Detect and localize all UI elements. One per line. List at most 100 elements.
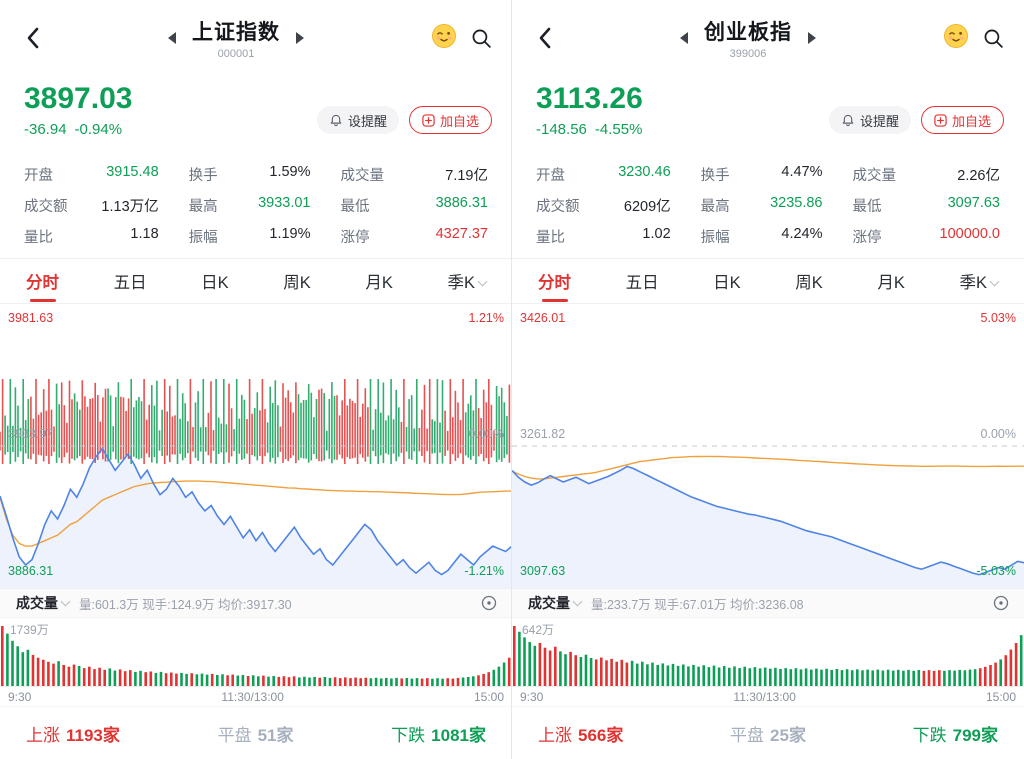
volume-stats: 量:601.3万 现手:124.9万 均价:3917.30 bbox=[79, 597, 292, 612]
indicator-settings-icon[interactable] bbox=[992, 594, 1010, 612]
prev-index-arrow-icon[interactable] bbox=[168, 32, 176, 44]
set-alert-button[interactable]: 设提醒 bbox=[828, 106, 911, 134]
time-label-open: 9:30 bbox=[8, 689, 32, 704]
chevron-down-icon bbox=[477, 276, 488, 287]
minute-chart-canvas bbox=[512, 445, 1024, 588]
minute-chart-canvas bbox=[0, 379, 512, 588]
tab-minute[interactable]: 分时 bbox=[24, 257, 61, 305]
price-change-pct: -0.94% bbox=[74, 121, 123, 138]
stat-limit-up: 涨停 100000.0 bbox=[852, 226, 1001, 246]
header: 创业板指 399006 bbox=[512, 0, 1024, 76]
time-label-close: 15:00 bbox=[985, 689, 1016, 704]
index-title: 创业板指 bbox=[704, 21, 792, 44]
title-block: 上证指数 000001 bbox=[192, 16, 280, 60]
stat-volume: 成交量 7.19亿 bbox=[340, 168, 489, 184]
decliners: 下跌 799家 bbox=[912, 725, 998, 745]
search-icon[interactable] bbox=[466, 23, 496, 53]
plus-icon bbox=[934, 113, 947, 127]
panel-divider bbox=[511, 0, 512, 759]
volume-dropdown[interactable]: 成交量 bbox=[16, 593, 71, 613]
tab-quarterly-k[interactable]: 季K bbox=[445, 257, 488, 305]
index-panel-right: 创业板指 399006 3113.26 -148.56 -4.55% 设提醒 bbox=[512, 0, 1024, 759]
next-index-arrow-icon[interactable] bbox=[808, 32, 816, 44]
stat-volume: 成交量 2.26亿 bbox=[852, 168, 1001, 184]
price-change: -148.56 bbox=[536, 121, 587, 138]
tab-daily-k[interactable]: 日K bbox=[201, 274, 229, 292]
chevron-down-icon bbox=[989, 276, 1000, 287]
volume-chart[interactable]: 1739万 bbox=[0, 618, 512, 686]
price-change-pct: -4.55% bbox=[594, 121, 643, 138]
chart-prevclose-label: 3933.97 bbox=[8, 427, 54, 441]
stat-amplitude: 振幅 1.19% bbox=[188, 226, 311, 246]
tab-weekly-k[interactable]: 周K bbox=[283, 274, 311, 292]
stat-turnover-rate: 换手 4.47% bbox=[700, 164, 823, 184]
decliners: 下跌 1081家 bbox=[391, 725, 486, 745]
volume-header: 成交量 量:601.3万 现手:124.9万 均价:3917.30 bbox=[0, 588, 512, 618]
minute-chart[interactable]: 3981.63 1.21% 3933.97 0.00% 3886.31 -1.2… bbox=[0, 304, 512, 588]
index-code: 399006 bbox=[729, 48, 767, 60]
back-chevron-icon bbox=[27, 27, 39, 49]
search-icon[interactable] bbox=[978, 23, 1008, 53]
prev-index-arrow-icon[interactable] bbox=[680, 32, 688, 44]
time-label-close: 15:00 bbox=[473, 689, 504, 704]
chart-high-label: 3981.63 bbox=[8, 311, 54, 325]
back-chevron-icon bbox=[539, 27, 551, 49]
chart-zero-pct-label: 0.00% bbox=[980, 427, 1016, 441]
unchanged: 平盘 51家 bbox=[217, 725, 294, 745]
plus-icon bbox=[422, 113, 435, 127]
index-title: 上证指数 bbox=[192, 21, 280, 44]
stat-high: 最高 3235.86 bbox=[700, 195, 823, 215]
volume-chart[interactable]: 642万 bbox=[512, 618, 1024, 686]
volume-max-label: 1739万 bbox=[10, 623, 49, 637]
indicator-settings-icon[interactable] bbox=[480, 594, 498, 612]
mascot-icon[interactable] bbox=[942, 22, 970, 55]
chart-high-pct-label: 1.21% bbox=[468, 311, 504, 325]
advancers: 上涨 1193家 bbox=[26, 725, 120, 745]
stat-low: 最低 3886.31 bbox=[340, 195, 489, 215]
volume-header: 成交量 量:233.7万 现手:67.01万 均价:3236.08 bbox=[512, 588, 1024, 618]
set-alert-label: 设提醒 bbox=[347, 113, 387, 129]
volume-stats: 量:233.7万 现手:67.01万 均价:3236.08 bbox=[591, 597, 804, 612]
market-breadth-footer: 上涨 566家 平盘 25家 下跌 799家 bbox=[512, 706, 1024, 759]
price-section: 3113.26 -148.56 -4.55% 设提醒 加自选 bbox=[512, 76, 1024, 158]
tab-5day[interactable]: 五日 bbox=[625, 274, 659, 292]
back-button[interactable] bbox=[16, 21, 50, 55]
mascot-icon[interactable] bbox=[430, 22, 458, 55]
period-tabs: 分时 五日 日K 周K 月K 季K bbox=[0, 258, 512, 304]
time-label-midday: 11:30/13:00 bbox=[733, 689, 796, 704]
next-index-arrow-icon[interactable] bbox=[296, 32, 304, 44]
add-watchlist-button[interactable]: 加自选 bbox=[408, 106, 492, 134]
set-alert-button[interactable]: 设提醒 bbox=[316, 106, 399, 134]
minute-chart[interactable]: 3426.01 5.03% 3261.82 0.00% 3097.63 -5.0… bbox=[512, 304, 1024, 588]
stat-low: 最低 3097.63 bbox=[852, 195, 1001, 215]
chart-prevclose-label: 3261.82 bbox=[520, 427, 566, 441]
stat-limit-up: 涨停 4327.37 bbox=[340, 226, 489, 246]
stat-high: 最高 3933.01 bbox=[188, 195, 311, 215]
chart-low-pct-label: -1.21% bbox=[464, 564, 504, 578]
tab-quarterly-k[interactable]: 季K bbox=[957, 257, 1000, 305]
back-button[interactable] bbox=[528, 21, 562, 55]
stat-volume-ratio: 量比 1.02 bbox=[536, 226, 671, 246]
chart-high-pct-label: 5.03% bbox=[980, 311, 1016, 325]
add-watchlist-button[interactable]: 加自选 bbox=[920, 106, 1004, 134]
volume-chart-canvas bbox=[513, 626, 1023, 686]
add-watchlist-label: 加自选 bbox=[951, 113, 991, 129]
tab-daily-k[interactable]: 日K bbox=[713, 274, 741, 292]
set-alert-label: 设提醒 bbox=[859, 113, 899, 129]
action-pills: 设提醒 加自选 bbox=[828, 106, 1004, 134]
chart-low-label: 3886.31 bbox=[8, 564, 54, 578]
header: 上证指数 000001 bbox=[0, 0, 512, 76]
unchanged: 平盘 25家 bbox=[730, 725, 806, 745]
tab-minute[interactable]: 分时 bbox=[536, 257, 573, 305]
index-panel-left: 上证指数 000001 3897.03 -36.94 -0.94% 设提醒 bbox=[0, 0, 512, 759]
tab-monthly-k[interactable]: 月K bbox=[877, 274, 905, 292]
tab-weekly-k[interactable]: 周K bbox=[795, 274, 823, 292]
time-axis: 9:30 11:30/13:00 15:00 bbox=[0, 686, 512, 706]
tab-5day[interactable]: 五日 bbox=[113, 274, 147, 292]
stat-open: 开盘 3915.48 bbox=[24, 164, 159, 184]
bell-icon bbox=[330, 114, 342, 126]
market-breadth-footer: 上涨 1193家 平盘 51家 下跌 1081家 bbox=[0, 706, 512, 759]
tab-monthly-k[interactable]: 月K bbox=[365, 274, 393, 292]
volume-dropdown[interactable]: 成交量 bbox=[528, 593, 583, 613]
index-code: 000001 bbox=[217, 48, 255, 60]
